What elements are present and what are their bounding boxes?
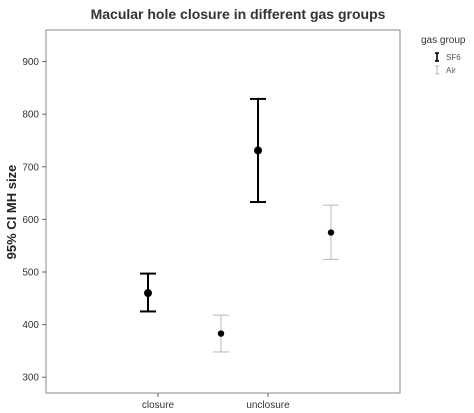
y-tick-label: 800: [22, 110, 39, 121]
y-axis: 300 400 500 600 700 800 900: [22, 57, 46, 384]
legend: gas group SF6 Air: [421, 35, 466, 75]
x-tick-label: closure: [142, 400, 175, 411]
errorbar-SF6-unclosure: [250, 97, 266, 204]
y-tick-label: 900: [22, 57, 39, 68]
errorbar-Air-closure: [213, 314, 229, 353]
mean-point: [327, 229, 335, 236]
y-tick-label: 300: [22, 373, 39, 384]
mean-point: [254, 146, 262, 155]
legend-title: gas group: [421, 35, 466, 46]
errorbar-SF6-closure: [140, 272, 156, 313]
y-tick-label: 500: [22, 268, 39, 279]
x-tick-label: unclosure: [246, 400, 290, 411]
plot-frame: [45, 29, 401, 394]
y-tick-label: 600: [22, 215, 39, 226]
y-tick-label: 700: [22, 162, 39, 173]
data-marks: [140, 97, 339, 353]
legend-item-Air: Air: [435, 65, 456, 75]
mean-point: [144, 289, 152, 298]
y-axis-label: 95% CI MH size: [4, 165, 19, 260]
errorbar-Air-unclosure: [323, 204, 339, 260]
y-tick-label: 400: [22, 320, 39, 331]
x-axis: closure unclosure: [142, 393, 290, 411]
legend-item-SF6: SF6: [435, 52, 461, 62]
chart-title: Macular hole closure in different gas gr…: [91, 6, 386, 22]
mean-point: [217, 330, 225, 337]
legend-item-label: Air: [446, 66, 456, 75]
legend-item-label: SF6: [446, 53, 461, 62]
